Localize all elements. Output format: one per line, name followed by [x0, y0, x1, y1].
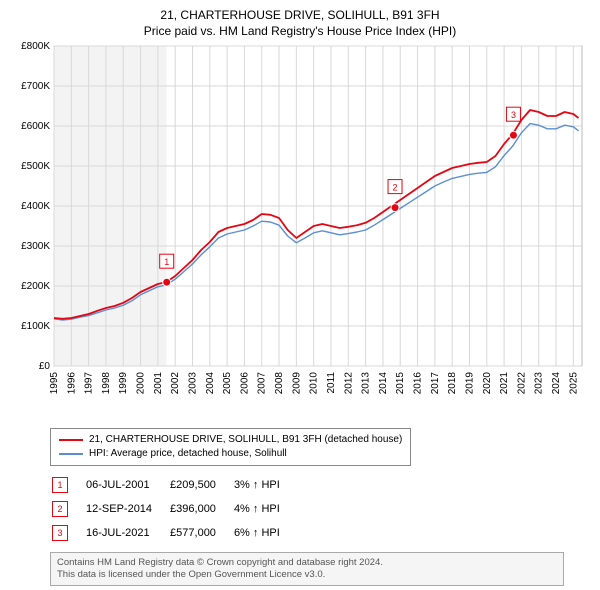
svg-text:2: 2: [393, 182, 398, 192]
legend-label: HPI: Average price, detached house, Soli…: [89, 447, 287, 461]
svg-text:2000: 2000: [136, 371, 147, 394]
annotation-date: 16-JUL-2021: [86, 522, 168, 544]
svg-text:£400K: £400K: [21, 201, 50, 212]
footer-box: Contains HM Land Registry data © Crown c…: [50, 552, 564, 587]
svg-text:2020: 2020: [482, 371, 493, 394]
annotation-date: 06-JUL-2001: [86, 474, 168, 496]
svg-text:1997: 1997: [84, 371, 95, 394]
footer-line-2: This data is licensed under the Open Gov…: [57, 569, 557, 581]
annotation-delta: 3% ↑ HPI: [234, 474, 296, 496]
svg-text:2005: 2005: [222, 371, 233, 394]
chart-subtitle: Price paid vs. HM Land Registry's House …: [10, 24, 590, 38]
annotation-delta: 6% ↑ HPI: [234, 522, 296, 544]
svg-text:2023: 2023: [534, 371, 545, 394]
svg-text:£500K: £500K: [21, 161, 50, 172]
annotation-row: 3 16-JUL-2021£577,0006% ↑ HPI: [52, 522, 296, 544]
svg-text:2001: 2001: [153, 371, 164, 394]
svg-text:£600K: £600K: [21, 121, 50, 132]
chart-title: 21, CHARTERHOUSE DRIVE, SOLIHULL, B91 3F…: [10, 8, 590, 24]
annotation-table: 1 06-JUL-2001£209,5003% ↑ HPI 2 12-SEP-2014…: [50, 472, 298, 546]
svg-text:1: 1: [164, 257, 169, 267]
svg-text:2024: 2024: [551, 371, 562, 394]
legend-item: HPI: Average price, detached house, Soli…: [59, 447, 402, 461]
svg-text:2014: 2014: [378, 371, 389, 394]
svg-text:1996: 1996: [66, 371, 77, 394]
svg-text:2008: 2008: [274, 371, 285, 394]
chart-plot: £0 £100K £200K £300K £400K £500K £600K £700K £80…: [10, 42, 590, 422]
annotation-price: £577,000: [170, 522, 232, 544]
annotation-row: 1 06-JUL-2001£209,5003% ↑ HPI: [52, 474, 296, 496]
annotation-date: 12-SEP-2014: [86, 498, 168, 520]
svg-text:2009: 2009: [291, 371, 302, 394]
svg-text:£200K: £200K: [21, 281, 50, 292]
footer-line-1: Contains HM Land Registry data © Crown c…: [57, 557, 557, 569]
svg-text:2010: 2010: [309, 371, 320, 394]
svg-text:2011: 2011: [326, 371, 337, 393]
annotation-marker: 1: [52, 477, 68, 493]
svg-text:2012: 2012: [343, 371, 354, 394]
svg-text:3: 3: [511, 110, 516, 120]
svg-text:2016: 2016: [413, 371, 424, 394]
legend-box: 21, CHARTERHOUSE DRIVE, SOLIHULL, B91 3F…: [50, 428, 411, 466]
annotation-row: 2 12-SEP-2014£396,0004% ↑ HPI: [52, 498, 296, 520]
svg-text:2007: 2007: [257, 371, 268, 394]
svg-text:2017: 2017: [430, 371, 441, 394]
svg-text:2006: 2006: [239, 371, 250, 394]
annotation-price: £396,000: [170, 498, 232, 520]
legend-item: 21, CHARTERHOUSE DRIVE, SOLIHULL, B91 3F…: [59, 433, 402, 447]
svg-text:2015: 2015: [395, 371, 406, 394]
annotation-marker: 3: [52, 525, 68, 541]
legend-label: 21, CHARTERHOUSE DRIVE, SOLIHULL, B91 3F…: [89, 433, 402, 447]
annotation-marker: 2: [52, 501, 68, 517]
svg-text:£700K: £700K: [21, 81, 50, 92]
legend-swatch: [59, 439, 83, 441]
svg-text:2004: 2004: [205, 371, 216, 394]
svg-text:2002: 2002: [170, 371, 181, 394]
svg-text:2019: 2019: [464, 371, 475, 394]
svg-text:2025: 2025: [568, 371, 579, 394]
svg-text:1998: 1998: [101, 371, 112, 394]
chart-container: 21, CHARTERHOUSE DRIVE, SOLIHULL, B91 3F…: [0, 0, 600, 590]
svg-text:£800K: £800K: [21, 42, 50, 52]
svg-text:2022: 2022: [516, 371, 527, 394]
svg-text:£0: £0: [39, 361, 51, 372]
svg-text:2003: 2003: [187, 371, 198, 394]
legend-swatch: [59, 453, 83, 455]
svg-text:2021: 2021: [499, 371, 510, 394]
annotation-price: £209,500: [170, 474, 232, 496]
svg-text:£300K: £300K: [21, 241, 50, 252]
svg-text:1999: 1999: [118, 371, 129, 394]
svg-text:2013: 2013: [361, 371, 372, 394]
annotation-delta: 4% ↑ HPI: [234, 498, 296, 520]
svg-text:£100K: £100K: [21, 321, 50, 332]
svg-text:1995: 1995: [49, 371, 60, 394]
svg-text:2018: 2018: [447, 371, 458, 394]
